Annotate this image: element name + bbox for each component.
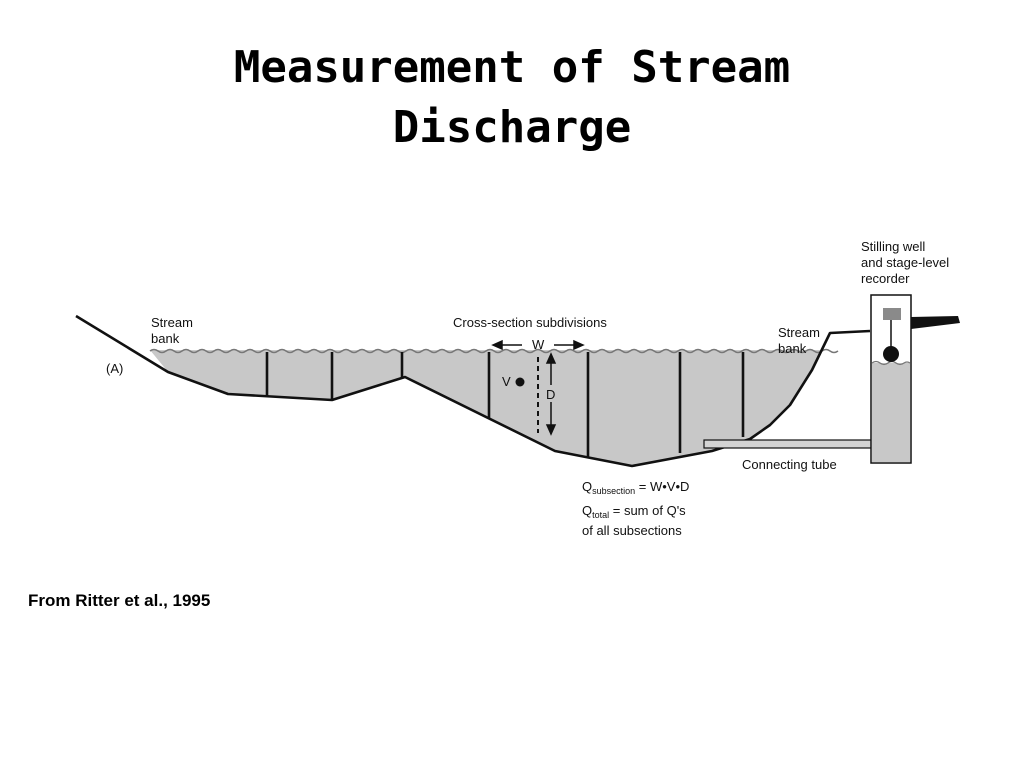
q-total-line-2: of all subsections (582, 523, 682, 538)
stream-cross-section-diagram: Stream bank (A) Cross-section subdivisio… (70, 225, 980, 545)
float-weight (883, 346, 899, 362)
q-total-subscript: total (592, 510, 610, 520)
velocity-symbol: V (502, 374, 511, 389)
stilling-well-label: Stilling well and stage-level recorder (861, 239, 949, 287)
connecting-tube (703, 439, 873, 449)
depth-arrow (545, 352, 557, 436)
q-subsection-formula: Qsubsection = W•V•D (582, 479, 689, 499)
left-bank-label: Stream bank (151, 315, 193, 347)
stilling-well-line-3: recorder (861, 271, 910, 286)
channel-bed (75, 314, 871, 468)
title-line-2: Discharge (392, 102, 632, 153)
water-area (150, 350, 822, 466)
width-symbol: W (532, 337, 545, 352)
subdivision-lines (265, 352, 745, 458)
stilling-well-water (872, 363, 910, 462)
stilling-well-line-1: Stilling well (861, 239, 926, 254)
cross-section-drawing (75, 294, 960, 468)
right-bank-label: Stream bank (778, 325, 820, 357)
source-citation: From Ritter et al., 1995 (28, 591, 211, 610)
depth-symbol: D (546, 387, 556, 402)
water-surface (149, 348, 839, 354)
slide-title: Measurement of Stream Discharge (0, 38, 1024, 158)
left-bank-line-1: Stream (151, 315, 193, 330)
recorder-box (883, 308, 901, 320)
q-subsection-subscript: subsection (592, 486, 636, 496)
title-line-1: Measurement of Stream (233, 42, 791, 93)
recorder-platform (911, 316, 960, 329)
stilling-well-line-2: and stage-level (861, 255, 950, 270)
q-total-equation: = sum of Q's (609, 503, 686, 518)
velocity-point (515, 377, 525, 387)
left-bank-line-2: bank (151, 331, 180, 346)
connecting-tube-label: Connecting tube (742, 457, 837, 472)
q-subsection-equation: = W•V•D (635, 479, 690, 494)
right-bank-line-2: bank (778, 341, 807, 356)
right-bank-line-1: Stream (778, 325, 820, 340)
q-total-symbol: Q (582, 503, 593, 518)
q-total-formula: Qtotal = sum of Q's of all subsections (582, 503, 686, 539)
q-subsection-symbol: Q (582, 479, 593, 494)
panel-label: (A) (106, 361, 124, 376)
subdivisions-label: Cross-section subdivisions (453, 315, 607, 330)
width-arrow (491, 339, 585, 351)
